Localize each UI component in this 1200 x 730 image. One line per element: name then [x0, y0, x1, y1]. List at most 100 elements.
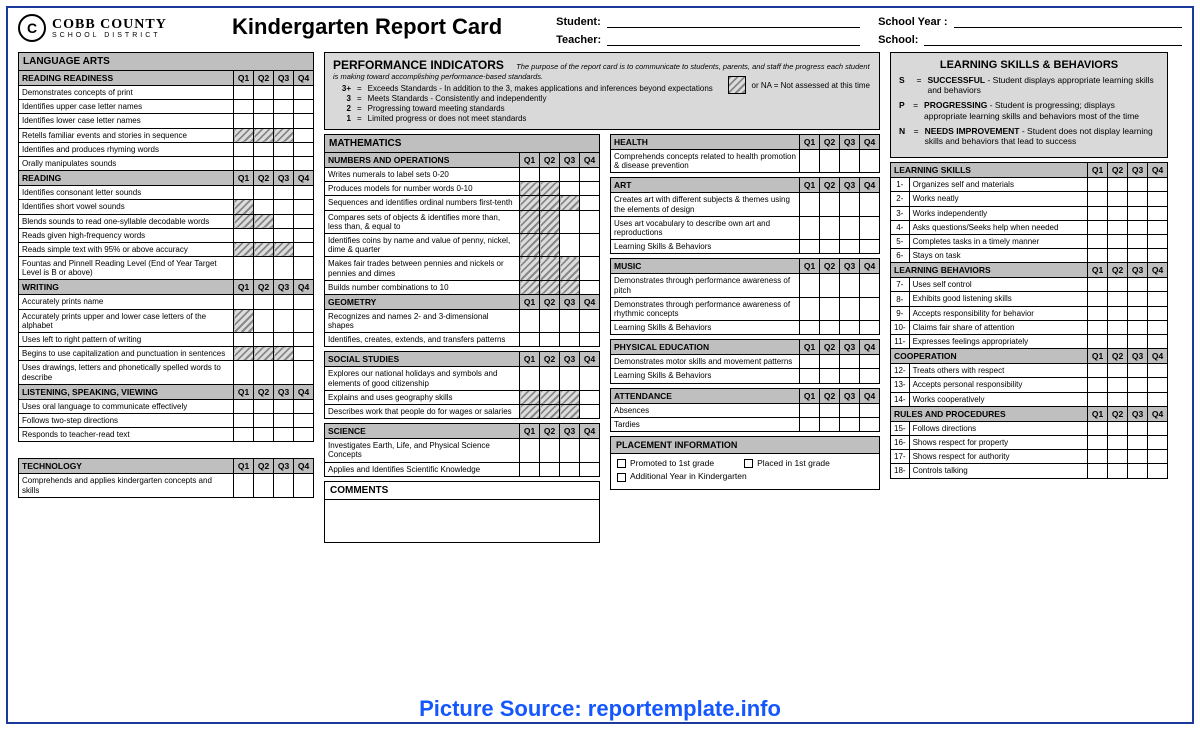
grade-cell[interactable] — [1108, 306, 1128, 320]
grade-cell[interactable] — [1148, 178, 1168, 192]
grade-cell[interactable] — [254, 156, 274, 170]
grade-cell[interactable] — [800, 150, 820, 173]
grade-cell[interactable] — [1148, 464, 1168, 478]
grade-cell[interactable] — [294, 361, 314, 384]
grade-cell[interactable] — [294, 142, 314, 156]
grade-cell[interactable] — [294, 228, 314, 242]
grade-cell[interactable] — [560, 233, 580, 256]
grade-cell[interactable] — [1088, 178, 1108, 192]
grade-cell[interactable] — [820, 240, 840, 254]
grade-cell[interactable] — [274, 347, 294, 361]
grade-cell[interactable] — [560, 257, 580, 280]
grade-cell[interactable] — [1108, 234, 1128, 248]
grade-cell[interactable] — [800, 193, 820, 216]
grade-cell[interactable] — [820, 321, 840, 335]
grade-cell[interactable] — [540, 280, 560, 294]
grade-cell[interactable] — [840, 274, 860, 297]
grade-cell[interactable] — [1108, 292, 1128, 306]
grade-cell[interactable] — [294, 156, 314, 170]
grade-cell[interactable] — [234, 399, 254, 413]
grade-cell[interactable] — [540, 367, 560, 390]
grade-cell[interactable] — [294, 200, 314, 214]
grade-cell[interactable] — [1148, 278, 1168, 292]
grade-cell[interactable] — [254, 142, 274, 156]
grade-cell[interactable] — [294, 399, 314, 413]
grade-cell[interactable] — [274, 156, 294, 170]
grade-cell[interactable] — [1108, 249, 1128, 263]
grade-cell[interactable] — [274, 228, 294, 242]
grade-cell[interactable] — [1148, 450, 1168, 464]
grade-cell[interactable] — [820, 150, 840, 173]
grade-cell[interactable] — [1088, 421, 1108, 435]
grade-cell[interactable] — [1108, 464, 1128, 478]
grade-cell[interactable] — [860, 321, 880, 335]
grade-cell[interactable] — [1128, 435, 1148, 449]
grade-cell[interactable] — [540, 333, 560, 347]
grade-cell[interactable] — [1088, 206, 1108, 220]
grade-cell[interactable] — [800, 297, 820, 320]
grade-cell[interactable] — [1088, 220, 1108, 234]
grade-cell[interactable] — [1088, 320, 1108, 334]
grade-cell[interactable] — [1128, 206, 1148, 220]
grade-cell[interactable] — [800, 403, 820, 417]
grade-cell[interactable] — [520, 280, 540, 294]
grade-cell[interactable] — [1128, 234, 1148, 248]
grade-cell[interactable] — [1108, 364, 1128, 378]
grade-cell[interactable] — [254, 333, 274, 347]
grade-cell[interactable] — [800, 321, 820, 335]
grade-cell[interactable] — [580, 196, 600, 210]
grade-cell[interactable] — [274, 399, 294, 413]
grade-cell[interactable] — [580, 333, 600, 347]
grade-cell[interactable] — [540, 233, 560, 256]
grade-cell[interactable] — [860, 369, 880, 383]
grade-cell[interactable] — [1148, 364, 1168, 378]
grade-cell[interactable] — [234, 186, 254, 200]
grade-cell[interactable] — [800, 274, 820, 297]
grade-cell[interactable] — [234, 333, 254, 347]
grade-cell[interactable] — [580, 439, 600, 462]
grade-cell[interactable] — [820, 216, 840, 239]
grade-cell[interactable] — [580, 257, 600, 280]
grade-cell[interactable] — [274, 86, 294, 100]
grade-cell[interactable] — [520, 405, 540, 419]
grade-cell[interactable] — [1148, 320, 1168, 334]
grade-cell[interactable] — [540, 168, 560, 182]
grade-cell[interactable] — [234, 413, 254, 427]
grade-cell[interactable] — [820, 417, 840, 431]
grade-cell[interactable] — [560, 196, 580, 210]
grade-cell[interactable] — [254, 474, 274, 497]
grade-cell[interactable] — [1088, 234, 1108, 248]
grade-cell[interactable] — [820, 297, 840, 320]
grade-cell[interactable] — [294, 186, 314, 200]
grade-cell[interactable] — [1088, 278, 1108, 292]
grade-cell[interactable] — [294, 242, 314, 256]
grade-cell[interactable] — [860, 417, 880, 431]
grade-cell[interactable] — [234, 142, 254, 156]
grade-cell[interactable] — [294, 428, 314, 442]
grade-cell[interactable] — [294, 295, 314, 309]
grade-cell[interactable] — [1128, 278, 1148, 292]
grade-cell[interactable] — [1088, 392, 1108, 406]
grade-cell[interactable] — [254, 309, 274, 332]
grade-cell[interactable] — [294, 413, 314, 427]
grade-cell[interactable] — [840, 369, 860, 383]
school-input[interactable] — [924, 32, 1182, 46]
grade-cell[interactable] — [1148, 292, 1168, 306]
grade-cell[interactable] — [860, 355, 880, 369]
grade-cell[interactable] — [294, 474, 314, 497]
grade-cell[interactable] — [520, 439, 540, 462]
grade-cell[interactable] — [1108, 206, 1128, 220]
teacher-input[interactable] — [607, 32, 860, 46]
grade-cell[interactable] — [1088, 435, 1108, 449]
grade-cell[interactable] — [820, 274, 840, 297]
grade-cell[interactable] — [1128, 392, 1148, 406]
grade-cell[interactable] — [580, 309, 600, 332]
grade-cell[interactable] — [254, 200, 274, 214]
grade-cell[interactable] — [520, 168, 540, 182]
grade-cell[interactable] — [800, 240, 820, 254]
grade-cell[interactable] — [274, 214, 294, 228]
year-input[interactable] — [954, 14, 1182, 28]
placement-option[interactable]: Promoted to 1st grade — [617, 458, 714, 468]
grade-cell[interactable] — [1128, 292, 1148, 306]
grade-cell[interactable] — [520, 367, 540, 390]
